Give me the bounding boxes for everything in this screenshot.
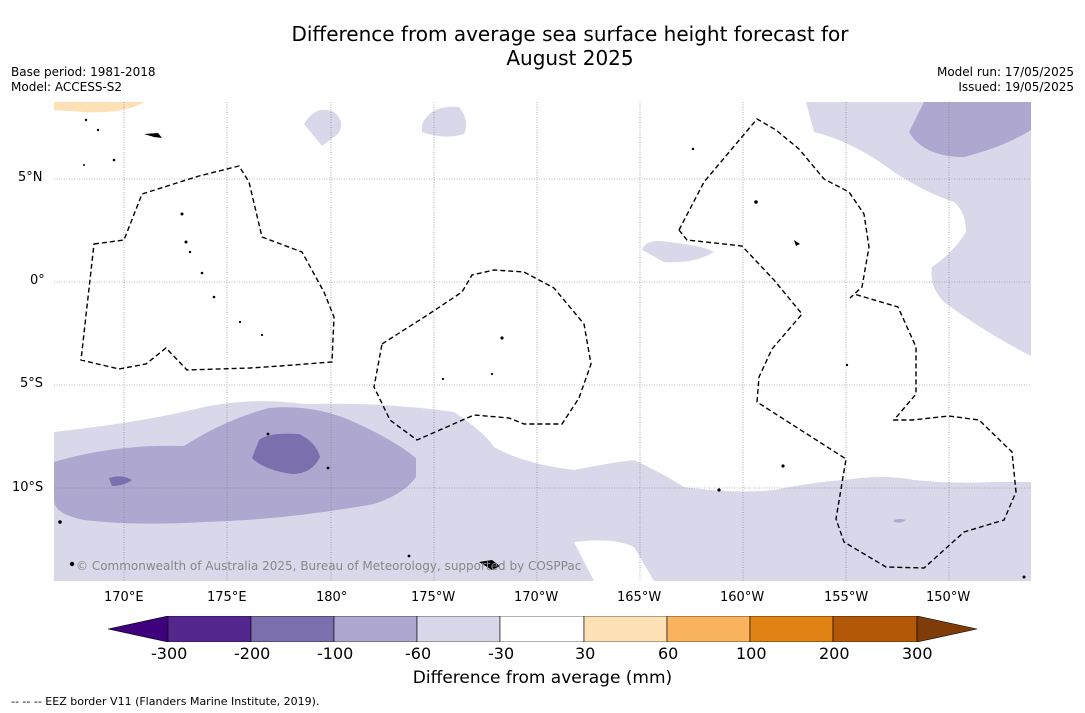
- colorbar: [108, 616, 978, 642]
- lon-label-175e: 175°E: [207, 590, 247, 605]
- colorbar-tick: 300: [902, 644, 933, 663]
- colorbar-bin: [499, 616, 585, 642]
- colorbar-tick: -200: [234, 644, 271, 663]
- colorbar-bin: [666, 616, 751, 642]
- island: [58, 520, 62, 524]
- island: [794, 240, 800, 246]
- colorbar-tick: -300: [151, 644, 188, 663]
- eez-tokelau: [373, 269, 592, 441]
- lat-label-5s: 5°S: [20, 376, 44, 391]
- meta-left: Base period: 1981-2018 Model: ACCESS-S2: [11, 65, 156, 95]
- colorbar-tick: 30: [575, 644, 596, 663]
- colorbar-tick: -60: [405, 644, 432, 663]
- lon-label-170w: 170°W: [514, 590, 559, 605]
- colorbar-arrow-min: [108, 616, 169, 642]
- contour-positive-small: [54, 102, 144, 113]
- island: [96, 128, 100, 132]
- sea-surface-height-map: © Commonwealth of Australia 2025, Bureau…: [54, 102, 1031, 581]
- lon-label-150w: 150°W: [926, 590, 971, 605]
- issued-date: Issued: 19/05/2025: [958, 80, 1074, 94]
- lat-label-10s: 10°S: [12, 480, 44, 495]
- colorbar-bin: [167, 616, 252, 642]
- contour-right-medium: [909, 102, 1031, 157]
- contour-blob-3: [642, 241, 714, 263]
- island: [500, 336, 504, 340]
- colorbar-arrow-max: [916, 616, 978, 642]
- model-name: Model: ACCESS-S2: [11, 80, 123, 94]
- title-line-1: Difference from average sea surface heig…: [291, 22, 849, 46]
- colorbar-tick: -30: [488, 644, 515, 663]
- contour-south-dark: [252, 433, 320, 474]
- colorbar-bin: [749, 616, 834, 642]
- eez-footnote: -- -- -- EEZ border V11 (Flanders Marine…: [11, 695, 320, 708]
- island: [266, 432, 270, 436]
- island: [845, 363, 849, 367]
- island: [441, 377, 445, 381]
- map-copyright: © Commonwealth of Australia 2025, Bureau…: [76, 559, 581, 573]
- lon-label-160w: 160°W: [720, 590, 765, 605]
- colorbar-bin: [250, 616, 335, 642]
- colorbar-bin: [333, 616, 418, 642]
- island: [1022, 575, 1026, 579]
- lon-label-155w: 155°W: [824, 590, 869, 605]
- island: [717, 488, 721, 492]
- eez-line-kiribati-east: [678, 118, 870, 299]
- colorbar-bin: [583, 616, 668, 642]
- island: [184, 240, 188, 244]
- contour-south-dark-2: [109, 476, 132, 486]
- eez-line-cook-polynesia: [678, 229, 1017, 569]
- island: [180, 212, 184, 216]
- meta-right: Model run: 17/05/2025 Issued: 19/05/2025: [937, 65, 1074, 95]
- colorbar-title: Difference from average (mm): [412, 668, 673, 688]
- island: [84, 118, 88, 122]
- contour-south-medium: [54, 407, 416, 524]
- lon-label-170e: 170°E: [104, 590, 144, 605]
- colorbar-tick: -100: [317, 644, 354, 663]
- colorbar-bin: [416, 616, 501, 642]
- island: [212, 295, 216, 299]
- contour-right-light: [806, 102, 1031, 356]
- island: [83, 164, 85, 166]
- island: [260, 333, 264, 337]
- island: [112, 158, 116, 162]
- island: [326, 466, 330, 470]
- title-line-2: August 2025: [506, 46, 634, 70]
- islands: [58, 118, 1026, 579]
- contour-south-gap: [574, 540, 654, 581]
- anomaly-contours: [54, 102, 1031, 581]
- contour-blob-1: [304, 109, 342, 146]
- lon-label-175w: 175°W: [411, 590, 456, 605]
- contour-dot: [894, 519, 906, 523]
- colorbar-tick: 200: [819, 644, 850, 663]
- colorbar-tick: 60: [658, 644, 679, 663]
- base-period: Base period: 1981-2018: [11, 65, 156, 79]
- colorbar-tick: 100: [736, 644, 767, 663]
- island: [144, 133, 162, 138]
- island: [691, 147, 695, 151]
- eez-borders: [80, 118, 1017, 569]
- chart-title: Difference from average sea surface heig…: [0, 22, 1085, 70]
- contour-blob-2: [422, 106, 467, 137]
- island: [188, 250, 192, 254]
- island: [490, 372, 494, 376]
- island: [200, 271, 204, 275]
- island: [238, 320, 242, 324]
- lon-label-180: 180°: [316, 590, 348, 605]
- island-large: [479, 560, 500, 570]
- eez-tuvalu-kiribati: [80, 165, 335, 371]
- lon-label-165w: 165°W: [617, 590, 662, 605]
- lat-label-0: 0°: [30, 273, 45, 288]
- island: [407, 554, 411, 558]
- island: [781, 464, 785, 468]
- lat-label-5n: 5°N: [18, 170, 43, 185]
- island: [754, 200, 758, 204]
- colorbar-bin: [832, 616, 918, 642]
- island: [69, 561, 75, 567]
- model-run: Model run: 17/05/2025: [936, 65, 1074, 79]
